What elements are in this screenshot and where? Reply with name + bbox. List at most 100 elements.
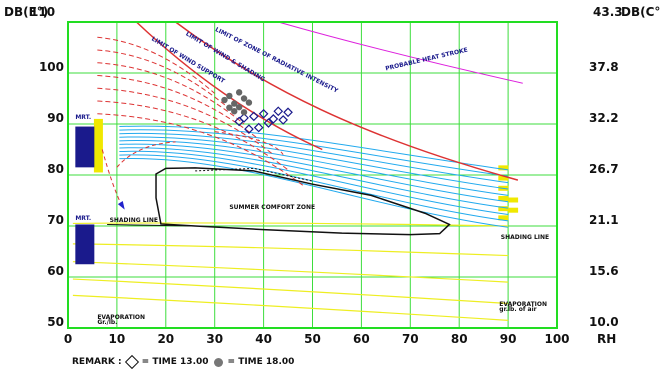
- point-time-1300: [258, 108, 269, 119]
- wind-shading-limit-curve: [135, 21, 323, 151]
- wind-value-tag: [498, 195, 509, 201]
- evaporation-right-label: EVAPORATION: [499, 301, 547, 308]
- filled-circle-icon: [213, 357, 223, 367]
- legend-remark: REMARK : = TIME 13.00 = TIME 18.00: [72, 354, 295, 370]
- wind-value-tag: [498, 165, 509, 171]
- mrt-lower-block: [75, 224, 95, 265]
- legend-filled-label: = TIME 18.00: [227, 357, 295, 367]
- point-time-1800: [221, 96, 228, 104]
- point-time-1800: [240, 95, 248, 102]
- radiation-bar: [93, 118, 103, 173]
- y-right-tick-label: 32.2: [589, 111, 619, 125]
- comfort-zone-outline: [155, 167, 451, 236]
- wind-line: [119, 140, 509, 196]
- x-tick-label: 30: [206, 332, 223, 346]
- evaporation-line: [72, 294, 509, 321]
- point-time-1800: [226, 104, 233, 111]
- heat-stroke-curve: [278, 21, 523, 84]
- legend-open-label: = TIME 13.00: [141, 357, 209, 367]
- y-right-top-tick: 43.3: [593, 5, 623, 19]
- arrow-line: [101, 149, 123, 206]
- x-tick-label: 60: [353, 332, 370, 346]
- point-time-1800: [226, 92, 233, 100]
- axis-ticks: 0 10 20 30 40 50 60 70 80 90 100 100 90 80 70 60 50 37.8 3…: [4, 5, 660, 346]
- radiation-dashed-line: [97, 113, 304, 186]
- x-tick-label: 20: [157, 332, 174, 346]
- point-time-1300: [263, 118, 274, 128]
- y-left-tick-label: 80: [47, 162, 64, 176]
- wind-line: [119, 125, 509, 171]
- y-left-tick-label: 60: [47, 264, 64, 278]
- evaporation-line: [72, 278, 509, 305]
- point-time-1800: [231, 108, 238, 115]
- point-time-1800: [231, 100, 238, 107]
- x-tick-label: 40: [255, 332, 272, 346]
- evaporation-right-unit: gr.lb. of air: [499, 306, 536, 313]
- radiation-dashed-line: [97, 100, 289, 171]
- radiation-dashed-line: [97, 62, 245, 125]
- wind-value-tag: [498, 215, 509, 221]
- wind-line: [119, 132, 509, 184]
- x-tick-label: 10: [109, 332, 126, 346]
- x-tick-label: 100: [544, 332, 569, 346]
- y-left-tick-label: 50: [47, 315, 64, 329]
- wind-line: [119, 136, 509, 190]
- wind-line: [119, 143, 509, 203]
- y-right-axis-label: DB(C°): [621, 5, 660, 19]
- point-time-1300: [253, 122, 264, 133]
- shading-line-right-label: SHADING LINE: [501, 234, 549, 241]
- point-time-1300: [278, 115, 289, 125]
- x-tick-label: 90: [500, 332, 517, 346]
- y-right-tick-label: 15.6: [589, 264, 619, 278]
- point-time-1300: [273, 106, 284, 117]
- x-axis-label: RH: [597, 332, 616, 346]
- mrt-upper-block: [75, 126, 95, 168]
- mrt-upper-label: MRT.: [75, 114, 91, 121]
- evaporation-line: [72, 222, 509, 227]
- evaporation-left-label: EVAPORATION: [97, 314, 145, 321]
- wind-line: [119, 157, 509, 228]
- arrow-head: [117, 201, 125, 210]
- point-time-1300: [248, 111, 259, 122]
- chart-curves: [72, 21, 523, 321]
- wind-value-tag: [508, 207, 519, 213]
- wind-line: [119, 150, 509, 216]
- y-right-tick-label: 10.0: [589, 315, 619, 329]
- wind-shading-limit-label: LIMIT OF WIND & SHADING: [184, 30, 266, 83]
- dashed-curve: [214, 131, 284, 155]
- shading-line-marker: [107, 223, 196, 227]
- wind-line: [119, 129, 509, 177]
- y-left-axis-label: DB(F°): [4, 5, 48, 19]
- y-left-tick-label: 70: [47, 213, 64, 227]
- radiation-limit-curve: [175, 21, 519, 181]
- evaporation-line: [72, 243, 509, 257]
- heat-stroke-label: PROBABLE HEAT STROKE: [385, 47, 469, 73]
- point-time-1800: [245, 99, 253, 106]
- shading-line-left-label: SHADING LINE: [110, 217, 158, 224]
- evaporation-line: [72, 261, 509, 283]
- y-right-tick-label: 37.8: [589, 60, 619, 74]
- point-time-1300: [244, 124, 254, 134]
- point-time-1800: [235, 89, 243, 96]
- y-left-top-tick: 110: [30, 5, 55, 19]
- wind-value-tag: [498, 175, 509, 181]
- comfort-zone-label: SUMMER COMFORT ZONE: [229, 204, 315, 211]
- y-right-tick-label: 21.1: [589, 213, 619, 227]
- dashed-curve: [116, 141, 176, 168]
- point-time-1800: [235, 103, 243, 111]
- point-time-1300: [283, 107, 293, 118]
- x-tick-label: 0: [64, 332, 72, 346]
- chart-points: [221, 89, 293, 134]
- point-time-1300: [268, 114, 279, 124]
- radiation-dashed-line: [97, 49, 230, 110]
- plot-border: [67, 21, 558, 329]
- evaporation-left-unit: Gr./lb.: [97, 319, 117, 326]
- y-left-tick-label: 90: [47, 111, 64, 125]
- x-tick-label: 70: [402, 332, 419, 346]
- mrt-lower-label: MRT.: [75, 215, 91, 222]
- radiation-dashed-line: [97, 75, 260, 140]
- y-right-tick-label: 26.7: [589, 162, 619, 176]
- point-time-1300: [239, 113, 249, 123]
- wind-value-tag: [508, 197, 519, 203]
